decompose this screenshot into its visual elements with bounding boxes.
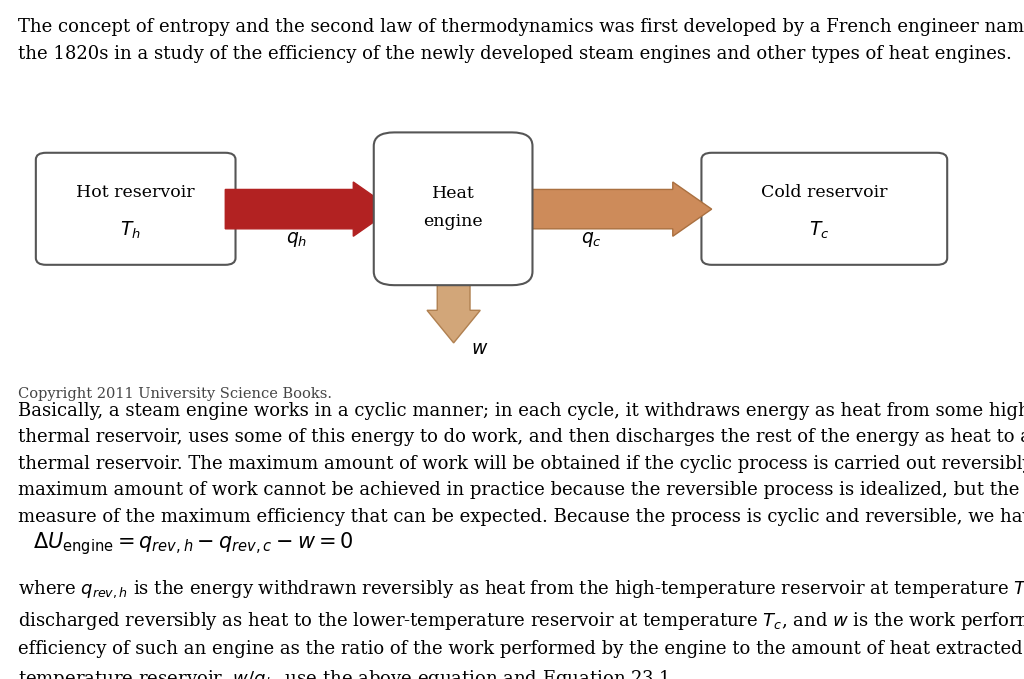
Text: Hot reservoir: Hot reservoir bbox=[77, 183, 195, 200]
Text: Cold reservoir: Cold reservoir bbox=[761, 183, 888, 200]
FancyBboxPatch shape bbox=[374, 132, 532, 285]
FancyArrow shape bbox=[512, 182, 712, 236]
FancyBboxPatch shape bbox=[36, 153, 236, 265]
Text: Basically, a steam engine works in a cyclic manner; in each cycle, it withdraws : Basically, a steam engine works in a cyc… bbox=[18, 402, 1024, 526]
Text: Heat: Heat bbox=[432, 185, 474, 202]
Text: engine: engine bbox=[423, 213, 483, 230]
FancyArrow shape bbox=[427, 272, 480, 343]
Text: $\Delta U_{\mathrm{engine}} = q_{rev,h} - q_{rev,c} - w = 0$: $\Delta U_{\mathrm{engine}} = q_{rev,h} … bbox=[33, 530, 353, 557]
Text: $q_c$: $q_c$ bbox=[582, 230, 602, 249]
Text: where $q_{rev,h}$ is the energy withdrawn reversibly as heat from the high-tempe: where $q_{rev,h}$ is the energy withdraw… bbox=[18, 579, 1024, 679]
Text: $q_h$: $q_h$ bbox=[287, 230, 307, 249]
Text: $T_c$: $T_c$ bbox=[809, 220, 829, 241]
Text: The concept of entropy and the second law of thermodynamics was first developed : The concept of entropy and the second la… bbox=[18, 18, 1024, 62]
Text: $T_h$: $T_h$ bbox=[120, 220, 141, 241]
Text: $w$: $w$ bbox=[471, 340, 487, 358]
Text: Copyright 2011 University Science Books.: Copyright 2011 University Science Books. bbox=[18, 387, 333, 401]
FancyBboxPatch shape bbox=[701, 153, 947, 265]
FancyArrow shape bbox=[225, 182, 392, 236]
